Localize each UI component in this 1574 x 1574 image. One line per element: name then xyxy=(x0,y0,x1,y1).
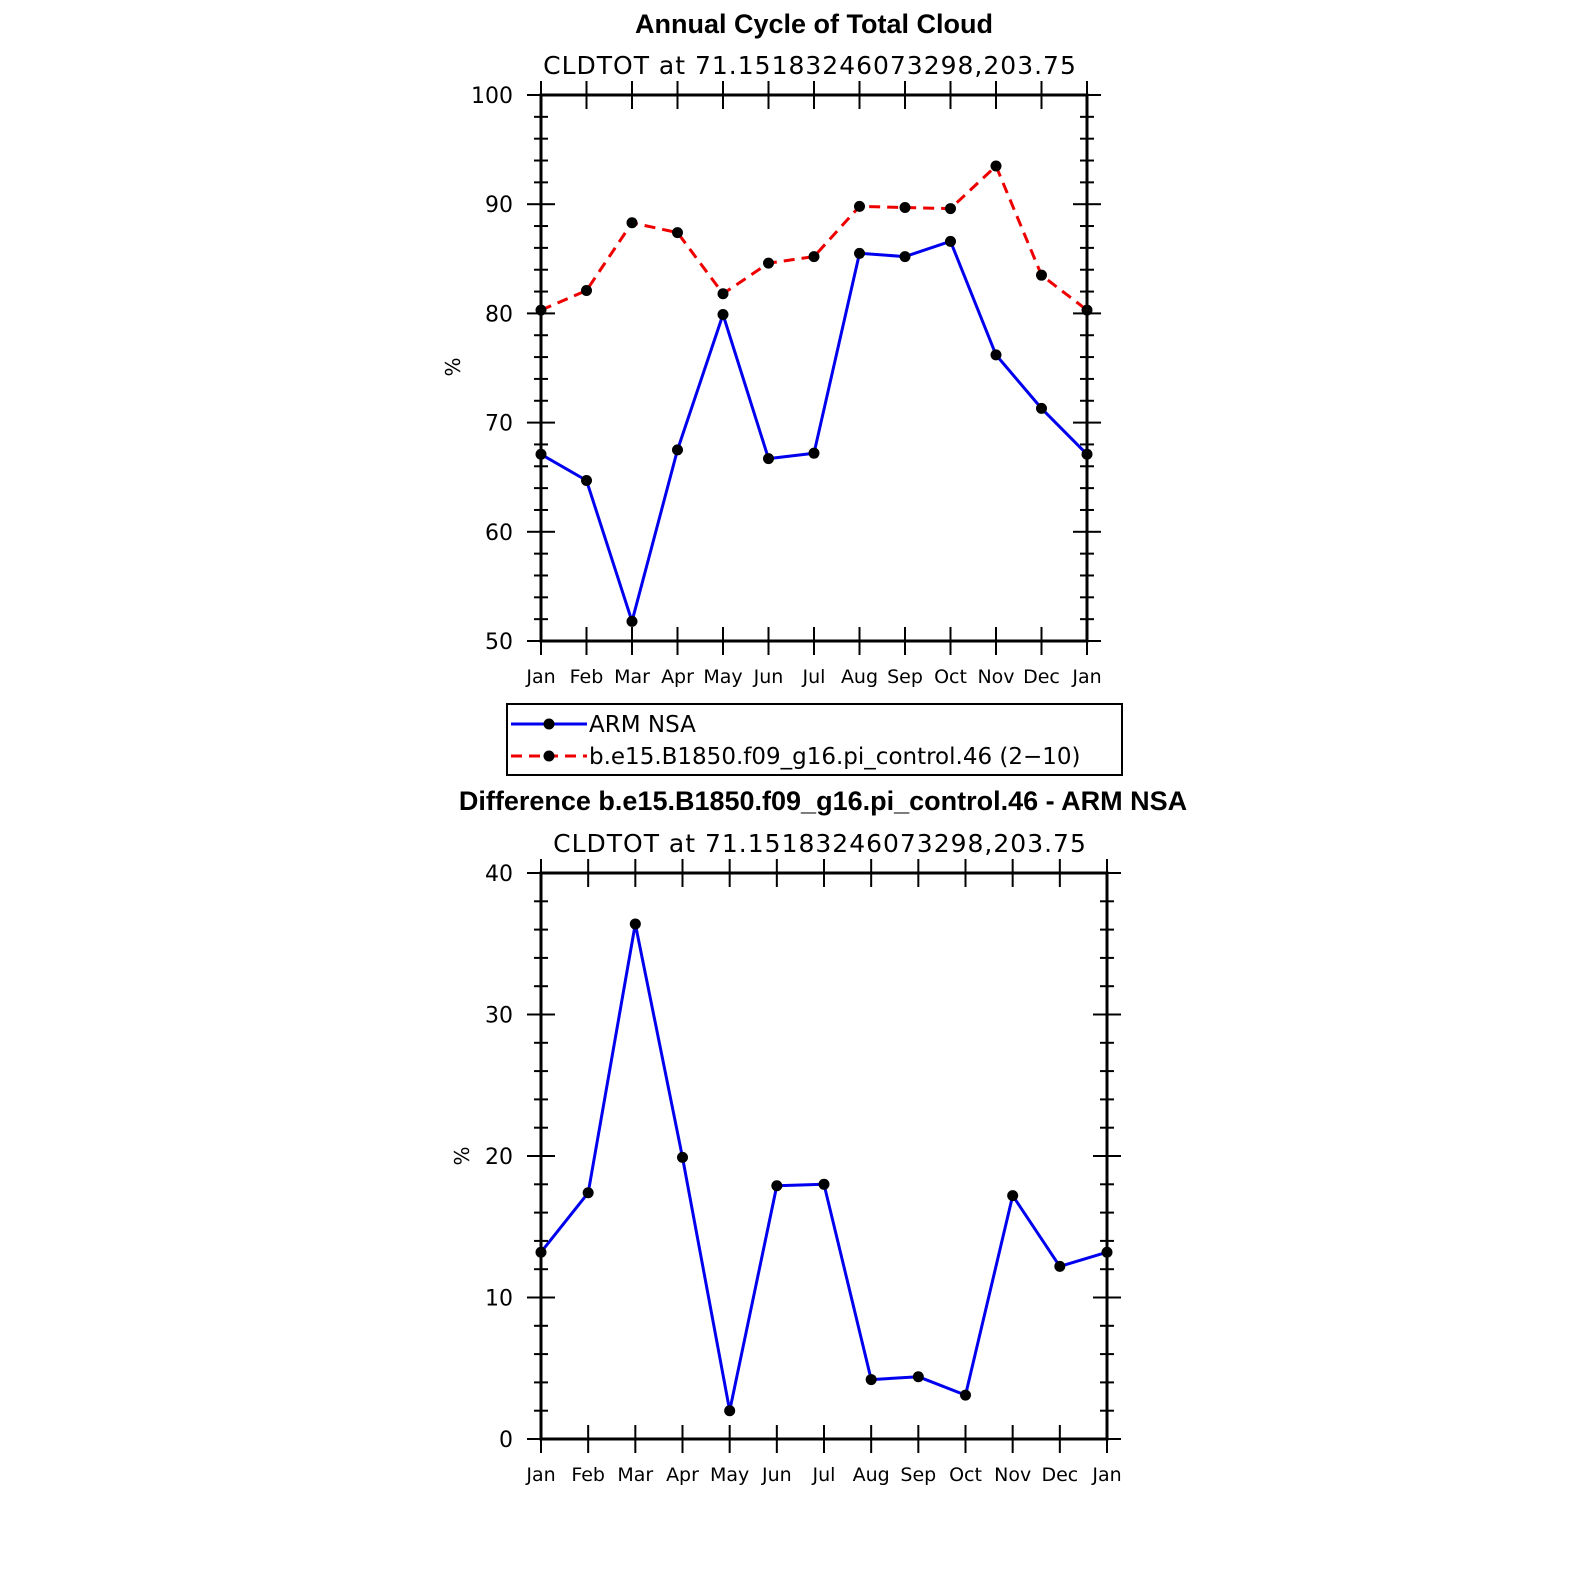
data-point xyxy=(960,1389,971,1401)
x-tick-label: Jul xyxy=(802,666,826,688)
plot-frame xyxy=(539,871,1109,1441)
x-tick-label: Jan xyxy=(525,1464,555,1486)
chart-title: Difference b.e15.B1850.f09_g16.pi_contro… xyxy=(459,786,1187,816)
data-point xyxy=(945,235,956,247)
annual-cycle-panel: Annual Cycle of Total Cloud CLDTOT at 71… xyxy=(441,9,1123,776)
legend-box xyxy=(506,703,1123,776)
data-point xyxy=(581,284,592,296)
data-point xyxy=(1036,269,1047,281)
x-tick-label: Jan xyxy=(1071,666,1101,688)
data-point xyxy=(672,227,683,239)
data-point xyxy=(724,1405,736,1417)
legend-label-arm-nsa: ARM NSA xyxy=(589,712,696,738)
x-tick-label: Mar xyxy=(614,666,650,688)
data-point xyxy=(677,1151,688,1163)
x-tick-label: Nov xyxy=(994,1464,1031,1486)
data-point xyxy=(626,217,638,229)
data-point xyxy=(1007,1190,1019,1202)
data-point xyxy=(1036,402,1047,414)
y-tick-label: 80 xyxy=(485,302,513,327)
data-point xyxy=(771,1180,783,1192)
x-tick-label: Feb xyxy=(571,1464,605,1486)
data-point xyxy=(854,247,865,259)
chart-subtitle: CLDTOT at 71.15183246073298,203.75 xyxy=(553,829,1087,858)
y-tick-label: 50 xyxy=(485,630,513,655)
data-point xyxy=(763,257,774,269)
chart-title: Annual Cycle of Total Cloud xyxy=(635,9,993,39)
series-line-0 xyxy=(540,239,1089,623)
data-point xyxy=(912,1371,924,1383)
x-tick-label: Apr xyxy=(661,666,694,688)
x-tick-label: Nov xyxy=(977,666,1014,688)
legend-marker-arm-nsa xyxy=(543,718,555,730)
y-tick-label: 60 xyxy=(485,521,513,546)
data-point xyxy=(865,1374,877,1386)
y-tick-label: 100 xyxy=(471,84,513,109)
data-point xyxy=(717,288,729,300)
legend-label-model: b.e15.B1850.f09_g16.pi_control.46 (2−10) xyxy=(589,744,1081,770)
y-tick-label: 70 xyxy=(485,412,513,437)
data-point xyxy=(1054,1260,1066,1272)
series-line-1 xyxy=(540,164,1088,312)
chart-subtitle: CLDTOT at 71.15183246073298,203.75 xyxy=(543,51,1077,80)
y-tick-label: 10 xyxy=(485,1287,513,1312)
y-tick-label: 40 xyxy=(485,862,513,887)
x-tick-label: Mar xyxy=(617,1464,653,1486)
x-tick-label: Jul xyxy=(812,1464,836,1486)
data-point xyxy=(899,201,911,213)
data-point xyxy=(854,200,865,212)
y-tick-label: 30 xyxy=(485,1004,513,1029)
data-point xyxy=(672,444,683,456)
x-tick-label: Oct xyxy=(949,1464,982,1486)
x-tick-label: Dec xyxy=(1041,1464,1078,1486)
y-tick-label: 0 xyxy=(499,1428,513,1453)
y-axis-label: % xyxy=(450,1146,474,1165)
x-tick-label: Sep xyxy=(900,1464,936,1486)
data-point xyxy=(582,1187,594,1199)
data-point xyxy=(899,251,911,263)
series-line-0 xyxy=(539,922,1108,1413)
difference-panel: Difference b.e15.B1850.f09_g16.pi_contro… xyxy=(450,786,1187,1486)
data-point xyxy=(626,615,638,627)
y-axis-label: % xyxy=(441,357,465,376)
data-point xyxy=(808,447,820,459)
x-tick-label: Jun xyxy=(753,666,784,688)
x-tick-label: Jan xyxy=(1091,1464,1121,1486)
x-tick-label: Apr xyxy=(666,1464,699,1486)
x-tick-label: May xyxy=(703,666,742,688)
x-tick-label: Sep xyxy=(887,666,923,688)
plot-frame xyxy=(539,93,1089,643)
x-tick-label: Feb xyxy=(570,666,604,688)
legend: ARM NSA b.e15.B1850.f09_g16.pi_control.4… xyxy=(506,703,1123,776)
x-tick-label: Dec xyxy=(1023,666,1060,688)
x-tick-label: May xyxy=(710,1464,749,1486)
x-tick-label: Jan xyxy=(525,666,555,688)
data-point xyxy=(629,918,641,930)
legend-marker-model xyxy=(543,750,555,762)
data-point xyxy=(763,453,774,465)
data-point xyxy=(945,203,956,215)
data-point xyxy=(990,349,1002,361)
data-point xyxy=(990,160,1002,172)
data-point xyxy=(581,474,592,486)
x-tick-label: Aug xyxy=(841,666,878,688)
data-point xyxy=(717,308,729,320)
x-tick-label: Aug xyxy=(853,1464,890,1486)
x-tick-label: Oct xyxy=(934,666,967,688)
y-tick-label: 20 xyxy=(485,1145,513,1170)
y-tick-label: 90 xyxy=(485,193,513,218)
x-tick-label: Jun xyxy=(761,1464,792,1486)
data-point xyxy=(818,1178,830,1190)
data-point xyxy=(808,251,820,263)
